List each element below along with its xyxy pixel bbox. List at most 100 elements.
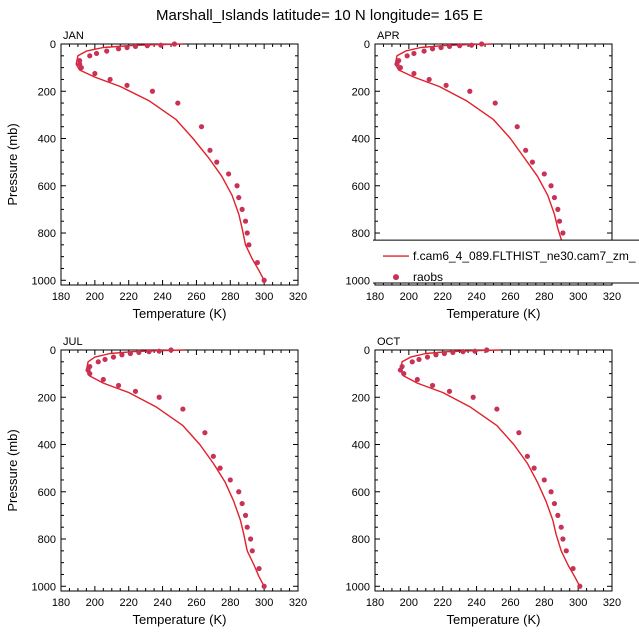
apr-raobs-point xyxy=(560,230,566,236)
jan-raobs-point xyxy=(242,218,249,224)
oct-raobs-point xyxy=(414,376,420,383)
jul-raobs-point xyxy=(210,453,216,459)
apr-raobs-point xyxy=(468,42,475,48)
jul-model-line xyxy=(85,349,265,587)
jul-raobs-point xyxy=(127,350,134,357)
apr-panel-label: APR xyxy=(377,30,400,42)
panel-apr: 180 200 220 240 260 280 300 320 0 200 400 600 800 100… xyxy=(346,30,639,321)
jul-xtick-label: 180 xyxy=(52,597,70,609)
oct-raobs-point xyxy=(416,356,422,363)
jan-model-line xyxy=(75,43,265,281)
oct-xtick-label: 200 xyxy=(400,597,418,609)
jul-raobs-point xyxy=(248,536,254,542)
apr-raobs-point xyxy=(429,46,436,52)
jan-raobs-point xyxy=(234,183,240,189)
figure-title: Marshall_Islands latitude= 10 N longitud… xyxy=(156,7,483,24)
apr-raobs-point xyxy=(523,147,529,153)
oct-raobs-point xyxy=(433,352,439,358)
jul-ytick-label: 0 xyxy=(50,345,56,357)
apr-xtick-label: 180 xyxy=(366,291,384,303)
oct-raobs-point xyxy=(555,512,561,518)
apr-raobs-point xyxy=(467,88,473,94)
jan-xtick-label: 220 xyxy=(120,291,138,303)
jan-xlabel: Temperature (K) xyxy=(133,306,227,321)
jul-frame xyxy=(60,349,299,592)
jan-ytick-label: 200 xyxy=(38,86,56,98)
jul-raobs-point xyxy=(132,388,139,394)
jul-panel-label: JUL xyxy=(63,336,83,348)
jan-raobs-point xyxy=(92,70,98,77)
apr-raobs-point xyxy=(529,159,536,165)
oct-xtick-label: 180 xyxy=(366,597,384,609)
jan-raobs-point xyxy=(175,100,181,106)
oct-raobs-point xyxy=(531,465,537,471)
jul-raobs-point xyxy=(202,430,208,436)
jan-raobs-point xyxy=(244,230,250,236)
oct-raobs-point xyxy=(446,388,453,394)
panel-jul: 180 200 220 240 260 280 300 320 0 200 400 600 800 100… xyxy=(5,336,307,627)
jan-xtick-label: 180 xyxy=(52,291,70,303)
oct-ytick-label: 400 xyxy=(352,440,370,452)
oct-xlabel: Temperature (K) xyxy=(447,612,541,627)
apr-xtick-label: 280 xyxy=(535,291,553,303)
apr-raobs-point xyxy=(438,44,444,51)
jan-xtick-label: 240 xyxy=(153,291,171,303)
jan-raobs-point xyxy=(104,48,110,54)
jan-ytick-label: 600 xyxy=(38,181,56,193)
apr-model-line xyxy=(394,43,581,281)
jan-xtick-label: 280 xyxy=(221,291,239,303)
jul-raobs-point xyxy=(119,352,125,358)
apr-raobs-point xyxy=(446,43,453,49)
jan-raobs-point xyxy=(87,53,93,59)
jan-raobs-point xyxy=(93,50,100,57)
jul-raobs-point xyxy=(100,376,106,383)
jan-raobs-point xyxy=(115,46,122,52)
oct-raobs-point xyxy=(441,350,448,357)
oct-raobs-point xyxy=(577,583,583,589)
oct-xtick-label: 220 xyxy=(434,597,452,609)
apr-raobs-point xyxy=(397,65,403,71)
oct-ytick-label: 0 xyxy=(364,345,370,357)
apr-xtick-label: 200 xyxy=(400,291,418,303)
jan-raobs-point xyxy=(107,76,113,83)
jul-ytick-label: 400 xyxy=(38,440,56,452)
jul-raobs-point xyxy=(115,382,122,389)
oct-ytick-label: 200 xyxy=(352,392,370,404)
jan-raobs-point xyxy=(124,44,130,51)
jan-panel-label: JAN xyxy=(63,30,84,42)
oct-ytick-label: 600 xyxy=(352,487,370,499)
jul-raobs-point xyxy=(239,500,245,507)
jul-xtick-label: 240 xyxy=(153,597,171,609)
apr-ytick-label: 600 xyxy=(352,181,370,193)
apr-xtick-label: 320 xyxy=(603,291,621,303)
oct-raobs-point xyxy=(494,406,500,412)
jan-raobs-point xyxy=(171,41,178,47)
jul-ytick-label: 800 xyxy=(38,534,56,546)
jul-ytick-label: 1000 xyxy=(32,581,56,593)
panel-jan: 180 200 220 240 260 280 300 320 0 200 400 600 800 100… xyxy=(5,30,307,321)
apr-raobs-point xyxy=(457,43,463,49)
apr-ytick-label: 200 xyxy=(352,86,370,98)
jul-raobs-point xyxy=(180,406,186,412)
panel-oct: 180 200 220 240 260 280 300 320 0 200 400 600 800 100… xyxy=(346,336,622,627)
legend-background xyxy=(373,240,633,283)
jan-raobs-point xyxy=(144,43,150,49)
apr-ytick-label: 400 xyxy=(352,134,370,146)
apr-xlabel: Temperature (K) xyxy=(447,306,541,321)
apr-xtick-label: 240 xyxy=(467,291,485,303)
jul-raobs-point xyxy=(242,512,249,518)
apr-raobs-point xyxy=(411,50,417,57)
jul-xtick-label: 320 xyxy=(289,597,307,609)
apr-ytick-label: 800 xyxy=(352,228,370,240)
apr-xtick-label: 300 xyxy=(569,291,587,303)
jul-raobs-point xyxy=(87,371,93,377)
apr-raobs-point xyxy=(426,76,432,83)
jul-xtick-label: 300 xyxy=(255,597,273,609)
jul-raobs-point xyxy=(146,349,152,355)
jan-xtick-label: 300 xyxy=(255,291,273,303)
jan-raobs-point xyxy=(207,147,213,153)
legend: f.cam6_4_089.FLTHIST_ne30.cam7_zm_raobs xyxy=(373,239,639,284)
jan-raobs-point xyxy=(261,277,267,283)
oct-xtick-label: 240 xyxy=(467,597,485,609)
jul-raobs-point xyxy=(95,359,101,365)
